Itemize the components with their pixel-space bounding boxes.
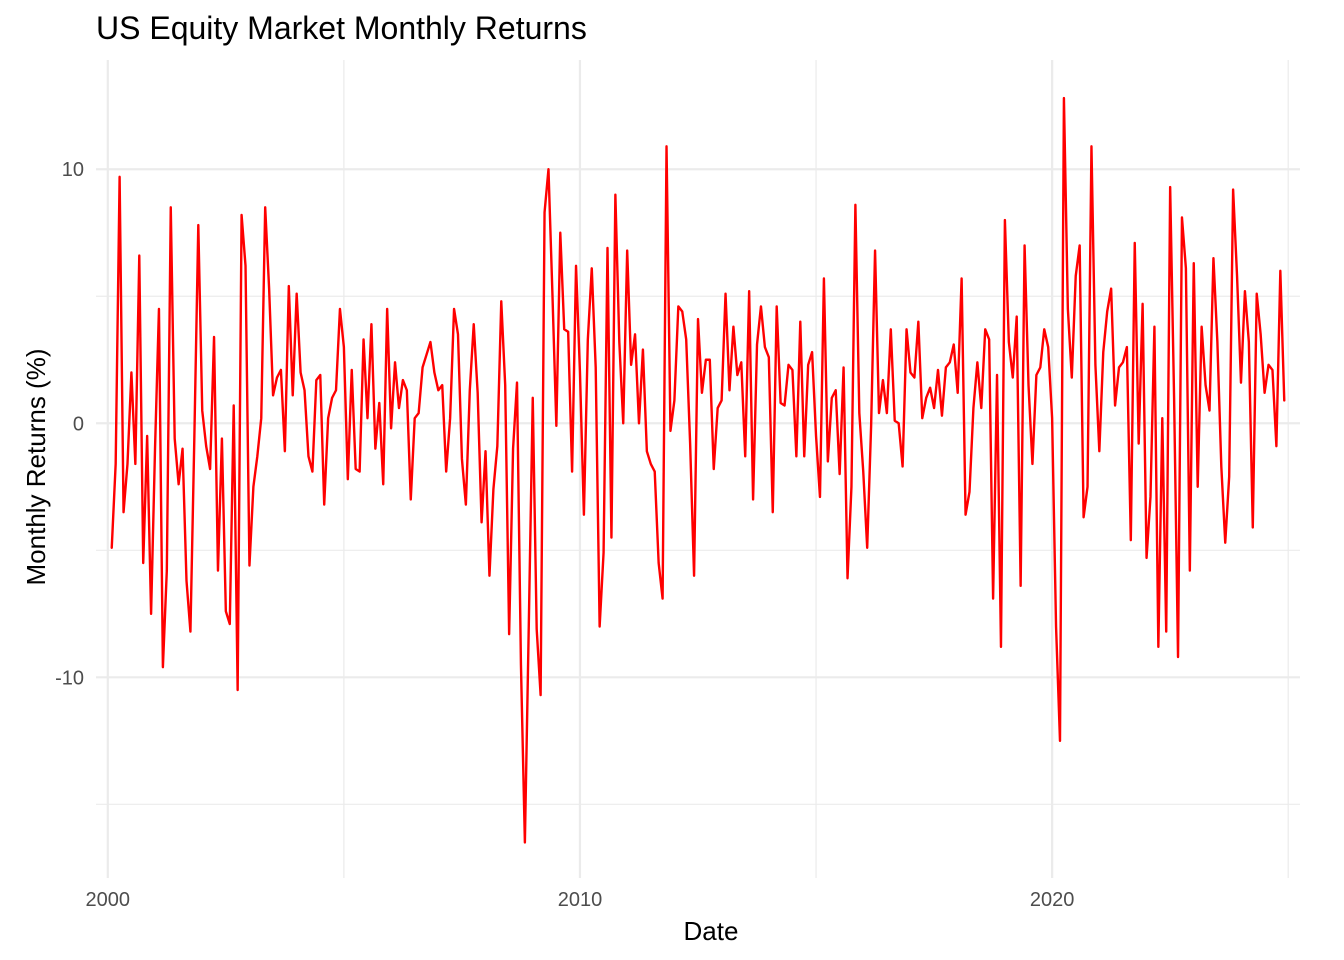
x-tick-label: 2000 xyxy=(86,889,131,911)
x-tick-label: 2020 xyxy=(1030,889,1075,911)
x-tick-label: 2010 xyxy=(558,889,603,911)
y-tick-label: 0 xyxy=(73,413,84,435)
y-tick-label: -10 xyxy=(55,667,84,689)
y-axis-label: Monthly Returns (%) xyxy=(21,349,51,586)
series-layer xyxy=(110,96,1286,844)
chart-title: US Equity Market Monthly Returns xyxy=(96,10,587,46)
y-tick-label: 10 xyxy=(62,159,84,181)
monthly-returns-line xyxy=(110,96,1286,844)
x-axis-label: Date xyxy=(684,916,739,946)
tick-labels: 2000 2010 2020 -10 0 10 xyxy=(55,159,1074,911)
